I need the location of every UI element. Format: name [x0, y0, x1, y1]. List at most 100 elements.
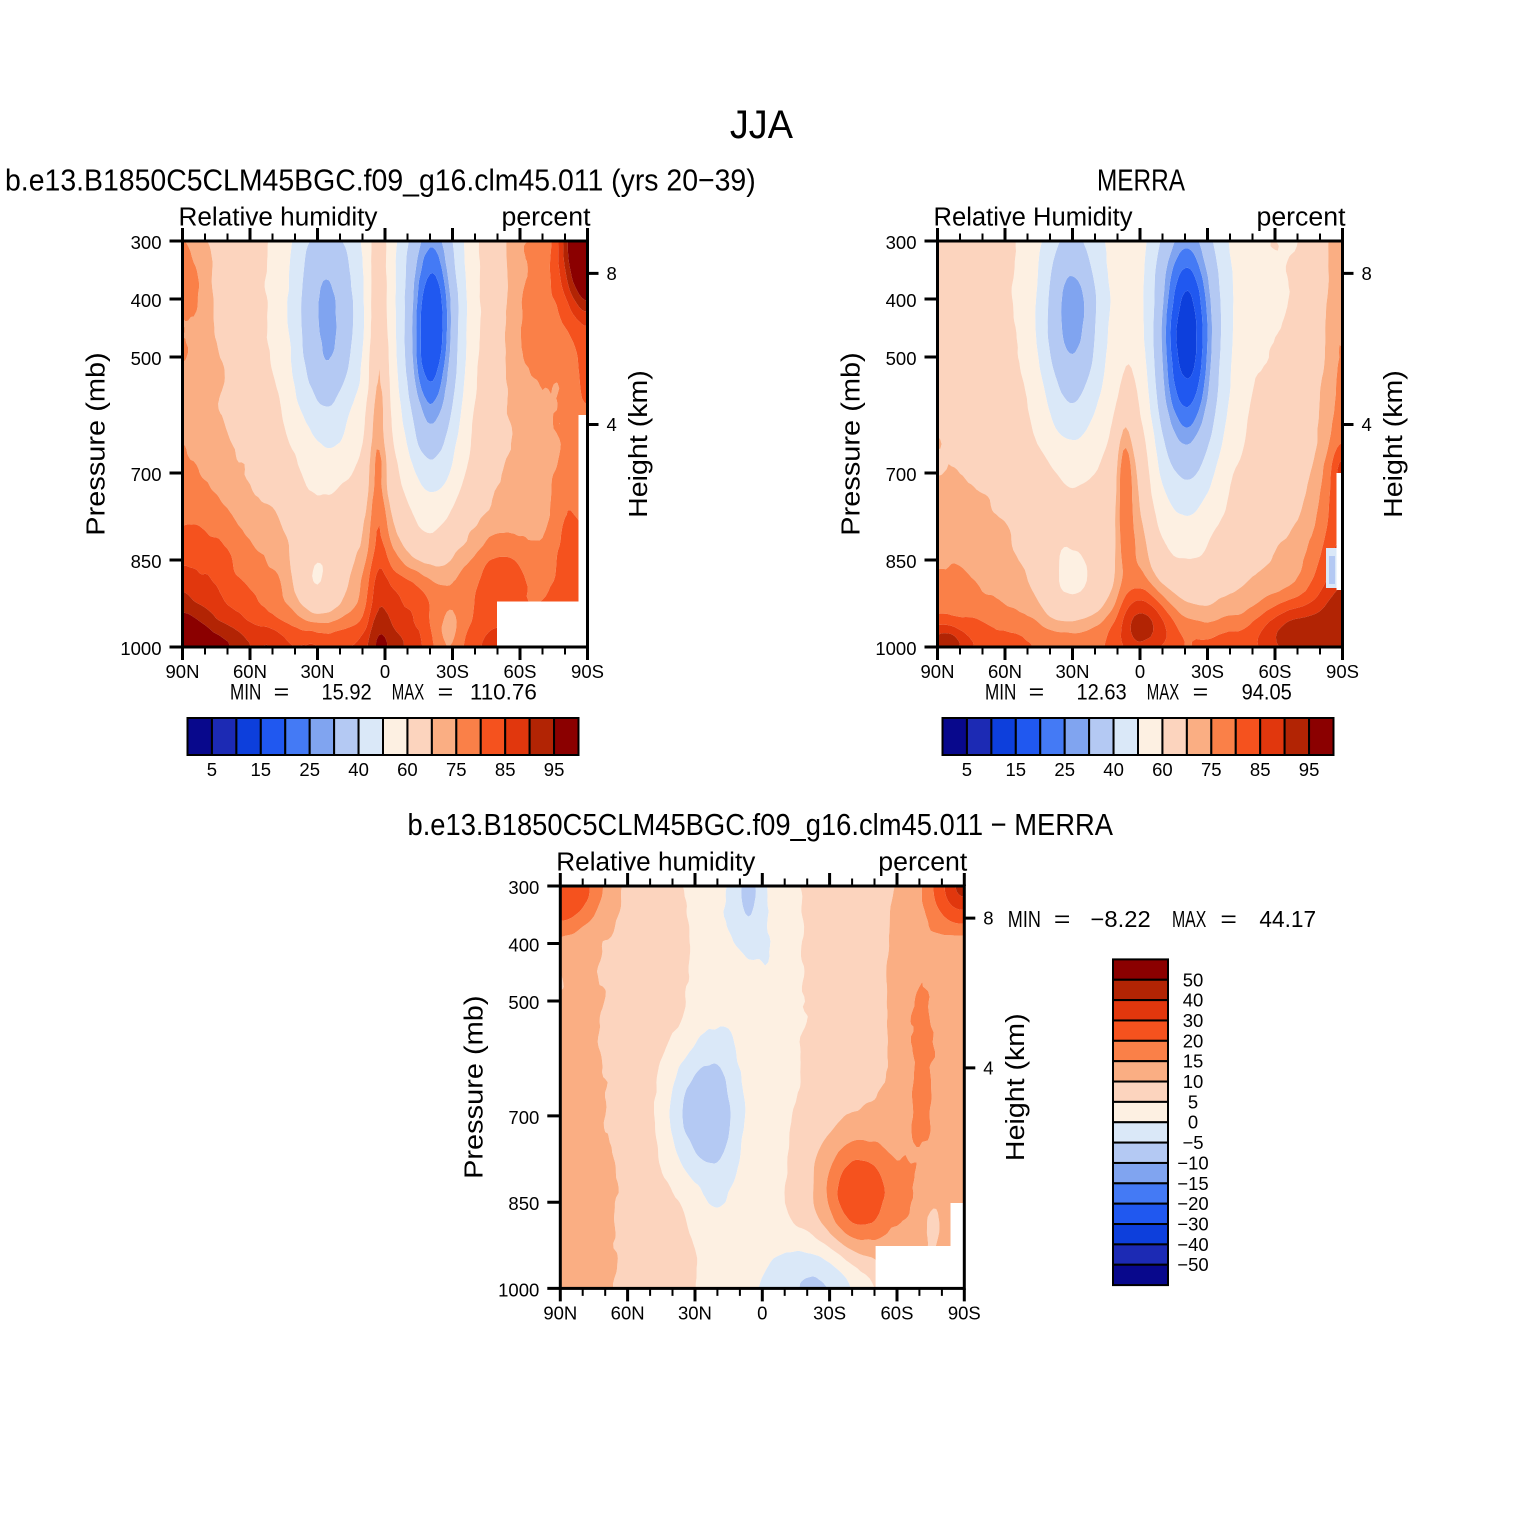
svg-text:−10: −10: [1177, 1153, 1208, 1174]
svg-text:90S: 90S: [571, 661, 604, 682]
svg-text:MAX: MAX: [1147, 680, 1180, 705]
svg-text:700: 700: [886, 464, 917, 485]
svg-text:850: 850: [886, 551, 917, 572]
svg-text:1000: 1000: [498, 1279, 539, 1300]
svg-text:15: 15: [1183, 1051, 1204, 1072]
svg-text:=: =: [274, 680, 290, 705]
svg-text:300: 300: [508, 877, 539, 898]
svg-text:MIN: MIN: [230, 680, 261, 705]
svg-text:400: 400: [131, 290, 162, 311]
svg-text:Height (km): Height (km): [625, 370, 653, 518]
svg-text:Relative humidity: Relative humidity: [556, 849, 755, 877]
svg-text:MAX: MAX: [1172, 906, 1206, 932]
svg-text:−30: −30: [1177, 1214, 1208, 1235]
svg-text:−8.22: −8.22: [1091, 906, 1151, 932]
svg-text:4: 4: [1362, 414, 1372, 435]
svg-text:60S: 60S: [1259, 661, 1292, 682]
svg-text:850: 850: [508, 1193, 539, 1214]
svg-text:percent: percent: [502, 204, 591, 232]
svg-text:8: 8: [983, 908, 993, 929]
svg-text:8: 8: [607, 263, 617, 284]
svg-text:−15: −15: [1177, 1173, 1208, 1194]
svg-text:5: 5: [1188, 1091, 1198, 1112]
svg-text:500: 500: [886, 348, 917, 369]
svg-text:95: 95: [544, 759, 565, 780]
svg-text:15.92: 15.92: [322, 680, 372, 705]
svg-text:500: 500: [508, 992, 539, 1013]
svg-text:percent: percent: [1257, 204, 1346, 232]
svg-text:15: 15: [1006, 759, 1027, 780]
svg-text:30N: 30N: [1056, 661, 1090, 682]
svg-text:Pressure (mb): Pressure (mb): [838, 352, 866, 535]
svg-text:60: 60: [397, 759, 418, 780]
svg-text:75: 75: [446, 759, 467, 780]
svg-text:=: =: [1220, 906, 1237, 932]
svg-text:1000: 1000: [120, 638, 161, 659]
svg-text:30S: 30S: [813, 1302, 846, 1323]
svg-text:5: 5: [962, 759, 972, 780]
svg-text:Pressure (mb): Pressure (mb): [460, 995, 488, 1178]
svg-text:15: 15: [251, 759, 272, 780]
svg-text:110.76: 110.76: [470, 680, 537, 705]
svg-text:30N: 30N: [678, 1302, 712, 1323]
svg-text:=: =: [1029, 680, 1045, 705]
svg-text:60N: 60N: [233, 661, 267, 682]
svg-text:700: 700: [508, 1107, 539, 1128]
svg-text:300: 300: [131, 232, 162, 253]
svg-text:12.63: 12.63: [1077, 680, 1127, 705]
svg-text:30: 30: [1183, 1010, 1204, 1031]
svg-text:4: 4: [607, 414, 617, 435]
svg-text:90S: 90S: [948, 1302, 981, 1323]
svg-text:1000: 1000: [875, 638, 916, 659]
svg-text:60S: 60S: [504, 661, 537, 682]
svg-text:500: 500: [131, 348, 162, 369]
svg-text:60S: 60S: [881, 1302, 914, 1323]
svg-text:25: 25: [1054, 759, 1075, 780]
svg-text:MIN: MIN: [1008, 906, 1041, 932]
svg-text:−20: −20: [1177, 1193, 1208, 1214]
svg-text:0: 0: [1135, 661, 1145, 682]
svg-text:Pressure (mb): Pressure (mb): [83, 352, 111, 535]
svg-text:8: 8: [1362, 263, 1372, 284]
svg-text:20: 20: [1183, 1030, 1204, 1051]
svg-text:JJA: JJA: [730, 103, 793, 147]
svg-text:40: 40: [348, 759, 369, 780]
svg-text:94.05: 94.05: [1242, 680, 1292, 705]
svg-text:b.e13.B1850C5CLM45BGC.f09_g16.: b.e13.B1850C5CLM45BGC.f09_g16.clm45.011 …: [408, 807, 1114, 842]
svg-text:30S: 30S: [436, 661, 469, 682]
svg-text:300: 300: [886, 232, 917, 253]
svg-text:40: 40: [1103, 759, 1124, 780]
svg-text:−40: −40: [1177, 1234, 1208, 1255]
svg-text:0: 0: [1188, 1112, 1198, 1133]
svg-text:10: 10: [1183, 1071, 1204, 1092]
svg-text:Relative Humidity: Relative Humidity: [934, 204, 1133, 232]
svg-text:40: 40: [1183, 990, 1204, 1011]
svg-text:Relative humidity: Relative humidity: [179, 204, 378, 232]
svg-text:30N: 30N: [301, 661, 335, 682]
svg-text:400: 400: [508, 934, 539, 955]
svg-text:60: 60: [1152, 759, 1173, 780]
svg-text:85: 85: [495, 759, 516, 780]
svg-text:60N: 60N: [988, 661, 1022, 682]
svg-text:5: 5: [207, 759, 217, 780]
svg-text:85: 85: [1250, 759, 1271, 780]
svg-text:850: 850: [131, 551, 162, 572]
svg-text:95: 95: [1299, 759, 1320, 780]
svg-text:=: =: [1193, 680, 1209, 705]
svg-text:=: =: [438, 680, 454, 705]
svg-text:0: 0: [757, 1302, 767, 1323]
svg-text:90N: 90N: [543, 1302, 577, 1323]
svg-text:90N: 90N: [166, 661, 200, 682]
svg-text:Height (km): Height (km): [1380, 370, 1408, 518]
svg-text:−5: −5: [1182, 1132, 1203, 1153]
svg-text:percent: percent: [878, 849, 967, 877]
svg-text:MIN: MIN: [985, 680, 1016, 705]
svg-text:b.e13.B1850C5CLM45BGC.f09_g16.: b.e13.B1850C5CLM45BGC.f09_g16.clm45.011 …: [5, 162, 756, 197]
svg-text:60N: 60N: [611, 1302, 645, 1323]
svg-text:MAX: MAX: [392, 680, 425, 705]
svg-text:=: =: [1054, 906, 1071, 932]
svg-text:400: 400: [886, 290, 917, 311]
svg-text:25: 25: [299, 759, 320, 780]
svg-text:MERRA: MERRA: [1097, 162, 1185, 197]
svg-text:50: 50: [1183, 969, 1204, 990]
